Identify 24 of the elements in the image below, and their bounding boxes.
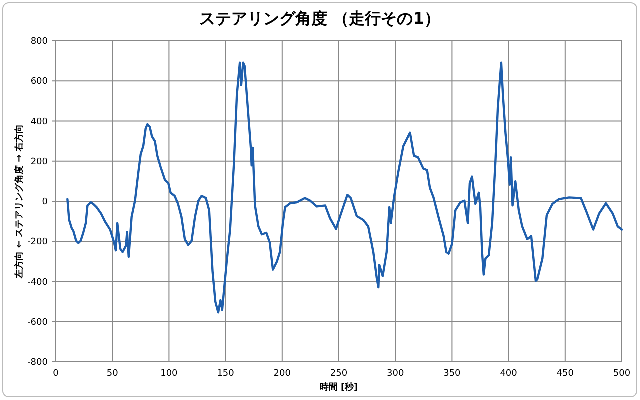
x-tick-label: 400: [500, 369, 518, 379]
y-tick-label: 600: [30, 77, 48, 88]
y-tick-label: 800: [30, 37, 48, 47]
x-tick-label: 300: [387, 369, 404, 379]
x-tick-label: 350: [444, 369, 462, 379]
y-tick-label: -200: [28, 238, 48, 248]
x-tick-label: 50: [106, 369, 119, 379]
y-tick-label: 200: [30, 157, 48, 168]
y-axis-title: 左方向 ← ステアリング角度 → 右方向: [14, 124, 25, 280]
y-tick-label: -400: [28, 278, 48, 288]
y-tick-label: 400: [30, 117, 48, 128]
x-tick-label: 150: [217, 369, 235, 379]
x-axis-title: 時間 [秒]: [320, 382, 358, 393]
x-tick-label: 100: [160, 369, 178, 379]
x-tick-label: 450: [556, 369, 574, 379]
x-tick-label: 500: [613, 369, 631, 379]
y-tick-label: -600: [28, 318, 48, 328]
line-series: [66, 62, 624, 314]
chart-title: ステアリング角度 （走行その1）: [200, 9, 440, 28]
y-tick-label: -800: [28, 358, 48, 368]
x-tick-label: 200: [274, 369, 292, 379]
x-tick-label: 250: [330, 369, 348, 379]
y-tick-label: 0: [42, 198, 48, 208]
x-tick-label: 0: [53, 369, 60, 379]
